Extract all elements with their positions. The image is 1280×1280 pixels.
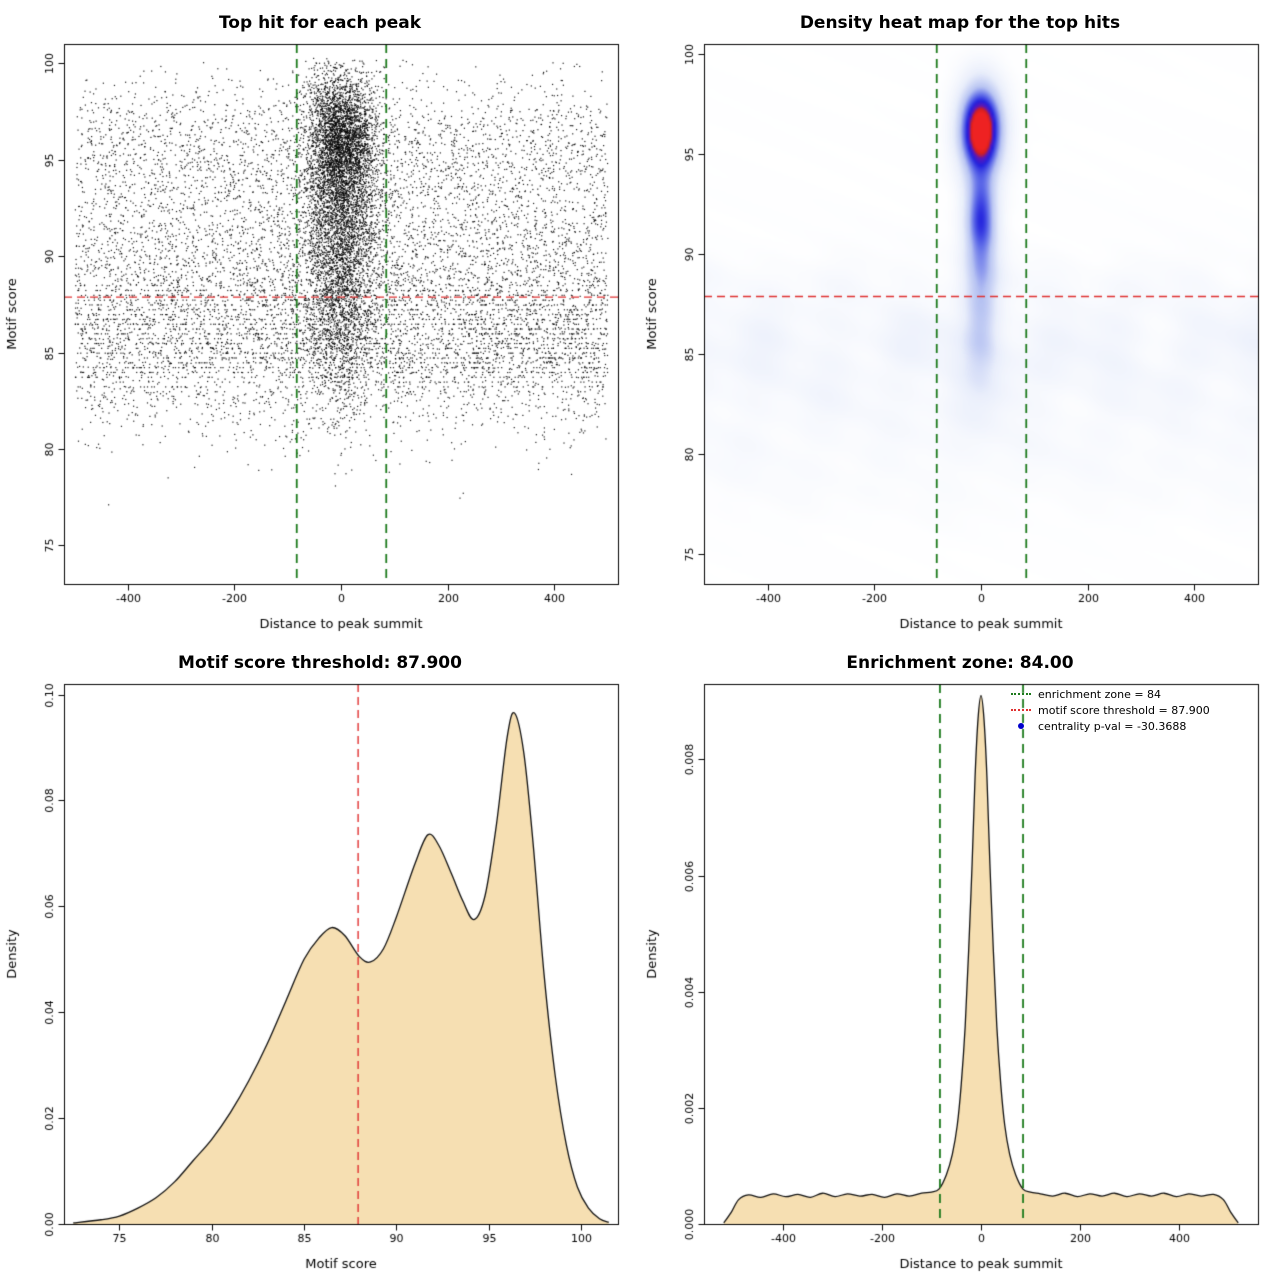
heatmap-plot-canvas (640, 36, 1280, 640)
red-dotted-line-icon (1011, 709, 1031, 711)
scatter-plot-canvas (0, 36, 640, 640)
legend-label: enrichment zone = 84 (1038, 687, 1162, 701)
legend-label: centrality p-val = -30.3688 (1038, 719, 1187, 733)
blue-point-icon (1018, 723, 1024, 729)
heatmap-panel: Density heat map for the top hits (640, 0, 1280, 640)
legend-item-enrichment-zone: enrichment zone = 84 (1008, 686, 1210, 702)
score-density-canvas (0, 676, 640, 1280)
scatter-panel: Top hit for each peak (0, 0, 640, 640)
legend-item-centrality-pval: centrality p-val = -30.3688 (1008, 718, 1210, 734)
heatmap-title: Density heat map for the top hits (799, 13, 1121, 33)
legend-label: motif score threshold = 87.900 (1038, 703, 1210, 717)
enrichment-zone-marker (1008, 693, 1034, 695)
distance-density-title: Enrichment zone: 84.00 (846, 653, 1074, 673)
distance-density-canvas (640, 676, 1280, 1280)
scatter-title: Top hit for each peak (218, 13, 422, 33)
score-threshold-marker (1008, 709, 1034, 711)
legend-item-score-threshold: motif score threshold = 87.900 (1008, 702, 1210, 718)
score-density-title: Motif score threshold: 87.900 (178, 653, 462, 673)
score-density-panel: Motif score threshold: 87.900 (0, 640, 640, 1280)
distance-density-panel: Enrichment zone: 84.00 enrichment zone =… (640, 640, 1280, 1280)
plot-legend: enrichment zone = 84 motif score thresho… (1008, 686, 1210, 734)
centrality-pval-marker (1008, 723, 1034, 729)
green-dotted-line-icon (1011, 693, 1031, 695)
